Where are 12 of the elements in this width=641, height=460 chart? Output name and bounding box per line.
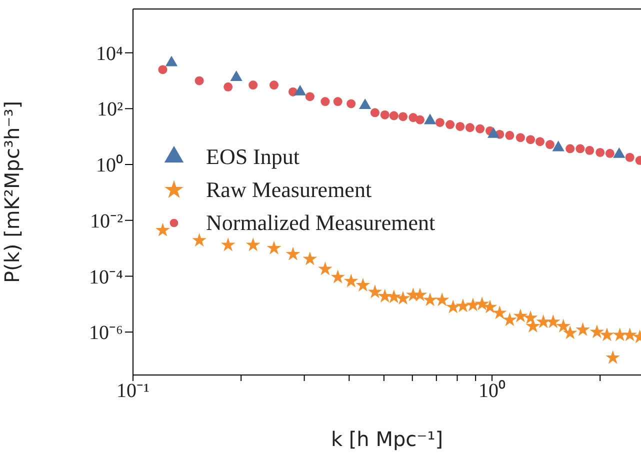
x-axis-title: k [h Mpc⁻¹] [330,427,444,451]
legend-label: EOS Input [206,144,300,170]
y-tick-label: 10⁻² [90,210,123,232]
x-tick-label: 10⁻¹ [116,380,150,402]
y-axis-title: P(k) [mK²Mpc³h⁻³] [0,100,24,284]
y-tick-label: 10⁰ [96,154,123,177]
y-tick-label: 10⁻⁴ [89,266,124,288]
y-tick-label: 10⁴ [96,42,124,65]
legend-label: Raw Measurement [206,176,372,202]
y-tick-label: 10⁻⁶ [89,322,124,344]
y-tick-label: 10² [97,98,123,121]
legend-label: Normalized Measurement [206,210,436,236]
